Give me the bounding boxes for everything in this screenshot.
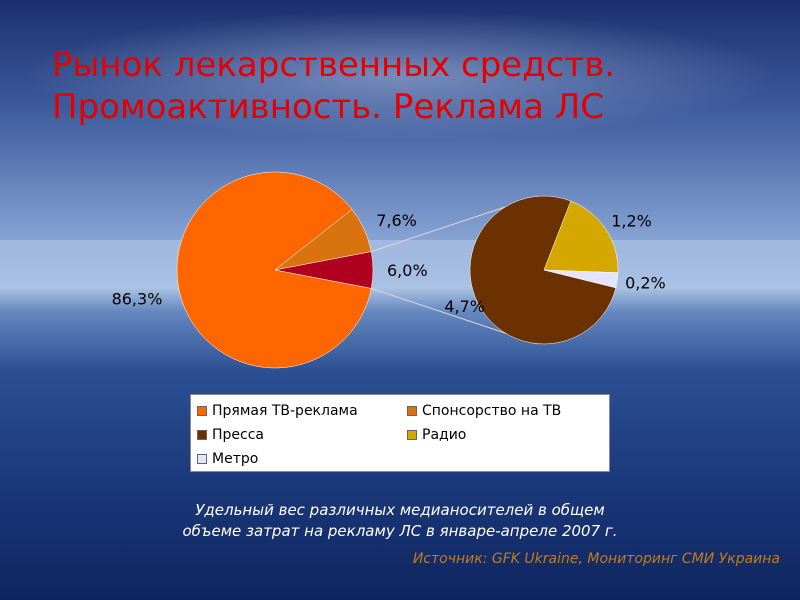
source-note: Источник: GFK Ukraine, Мониторинг СМИ Ук… [412,551,780,567]
secondary-slice-метро [543,269,619,289]
secondary-pie [469,195,619,345]
main-slice-прямая-тв-реклама [176,171,372,369]
data-label-пресса: 4,7% [444,297,485,316]
chart-legend: Прямая ТВ-реклама Спонсорство на ТВ Пресса… [190,394,610,472]
data-label-другое: 6,0% [387,261,428,280]
sky-cloud [20,10,780,140]
legend-label: Радио [422,427,467,443]
data-label-прямая-тв-реклама: 86,3% [112,289,163,308]
legend-label: Спонсорство на ТВ [422,403,562,419]
horizon-shine [0,240,800,300]
legend-item-радио: Радио [407,427,466,443]
caption-line-2: объеме затрат на рекламу ЛС в январе-апр… [182,522,618,540]
title-line-1: Рынок лекарственных средств. [52,45,616,85]
slide-title: Рынок лекарственных средств. Промоактивн… [52,44,772,128]
legend-item-метро: Метро [197,451,258,467]
legend-label: Пресса [212,427,265,443]
slide-caption: Удельный вес различных медианосителей в … [100,500,700,542]
legend-swatch [197,454,207,464]
pie-labels: 86,3% 7,6% 6,0% 4,7% 1,2% 0,2% [112,211,666,316]
legend-swatch [197,430,207,440]
legend-swatch [407,406,417,416]
data-label-радио: 1,2% [611,212,652,231]
legend-item-пресса: Пресса [197,427,264,443]
legend-swatch [407,430,417,440]
data-label-метро: 0,2% [625,274,666,293]
legend-item-прямая-тв-реклама: Прямая ТВ-реклама [197,403,358,419]
data-label-спонсорство-на-тв: 7,6% [376,211,417,230]
main-pie [176,171,374,369]
caption-line-1: Удельный вес различных медианосителей в … [195,501,605,519]
main-slice-другое [274,251,374,289]
legend-swatch [197,406,207,416]
legend-item-спонсорство-на-тв: Спонсорство на ТВ [407,403,561,419]
secondary-slice-пресса [469,195,617,345]
title-line-2: Промоактивность. Реклама ЛС [52,87,605,127]
legend-label: Прямая ТВ-реклама [212,403,358,419]
legend-label: Метро [212,451,259,467]
secondary-slice-радио [543,200,619,273]
